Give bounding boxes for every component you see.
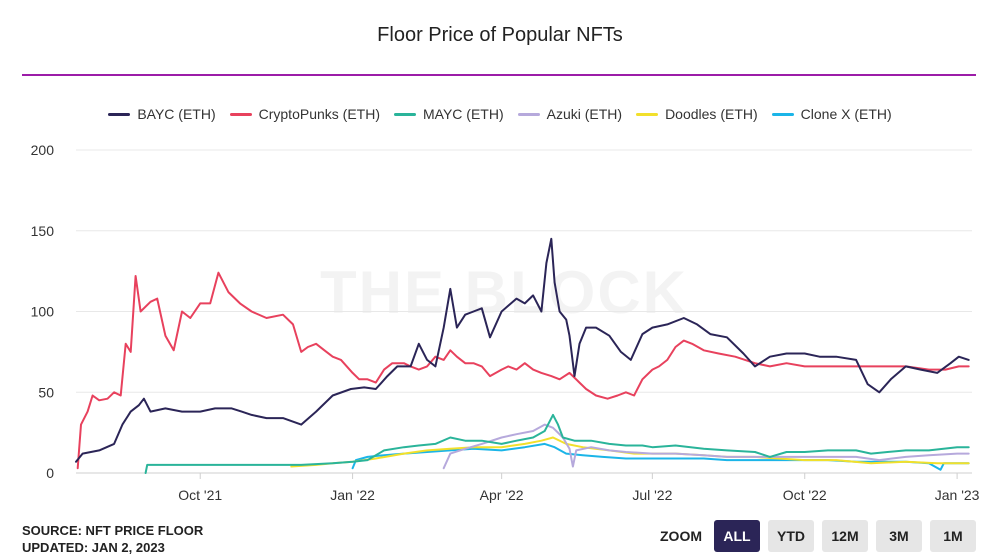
legend-label: BAYC (ETH) <box>137 106 216 122</box>
legend-item[interactable]: CryptoPunks (ETH) <box>229 106 380 122</box>
legend-swatch <box>108 112 131 116</box>
legend-swatch <box>517 112 540 116</box>
legend-item[interactable]: BAYC (ETH) <box>108 106 216 122</box>
series-line <box>144 413 970 474</box>
legend-label: Clone X (ETH) <box>800 106 892 122</box>
source-note: SOURCE: NFT PRICE FLOOR UPDATED: JAN 2, … <box>22 522 203 556</box>
series-line <box>76 271 970 470</box>
watermark: THE BLOCK <box>320 258 688 327</box>
updated-line: UPDATED: JAN 2, 2023 <box>22 540 165 555</box>
legend-item[interactable]: Azuki (ETH) <box>517 106 623 122</box>
legend-label: CryptoPunks (ETH) <box>258 106 380 122</box>
y-tick-label: 50 <box>38 384 54 400</box>
zoom-button-all[interactable]: ALL <box>714 520 760 552</box>
y-tick-label: 150 <box>31 223 55 239</box>
x-tick-label: Oct '21 <box>178 487 222 503</box>
zoom-button-12m[interactable]: 12M <box>822 520 868 552</box>
chart-title: Floor Price of Popular NFTs <box>377 24 623 46</box>
series-line <box>442 423 970 470</box>
x-tick-label: Jan '23 <box>935 487 980 503</box>
legend-label: Azuki (ETH) <box>546 106 623 122</box>
y-tick-label: 0 <box>46 465 54 481</box>
legend-label: Doodles (ETH) <box>665 106 758 122</box>
legend-swatch <box>393 112 416 116</box>
series-line <box>75 237 970 463</box>
y-tick-label: 200 <box>31 142 55 158</box>
legend-swatch <box>771 112 794 116</box>
zoom-button-ytd[interactable]: YTD <box>768 520 814 552</box>
series-line <box>290 436 970 468</box>
legend-label: MAYC (ETH) <box>422 106 504 122</box>
y-tick-label: 100 <box>31 304 55 320</box>
x-tick-label: Jul '22 <box>632 487 672 503</box>
series-line <box>351 442 970 471</box>
legend-swatch <box>636 112 659 116</box>
zoom-button-1m[interactable]: 1M <box>930 520 976 552</box>
x-tick-label: Oct '22 <box>783 487 827 503</box>
zoom-label: ZOOM <box>660 528 702 544</box>
x-tick-label: Apr '22 <box>480 487 524 503</box>
chart-legend: BAYC (ETH) CryptoPunks (ETH) MAYC (ETH) Azu… <box>0 106 1000 122</box>
legend-item[interactable]: MAYC (ETH) <box>393 106 504 122</box>
legend-item[interactable]: Clone X (ETH) <box>771 106 892 122</box>
legend-swatch <box>229 112 252 116</box>
title-divider <box>22 74 976 76</box>
zoom-button-3m[interactable]: 3M <box>876 520 922 552</box>
zoom-controls: ZOOM ALL YTD 12M 3M 1M <box>660 520 976 552</box>
source-line: SOURCE: NFT PRICE FLOOR <box>22 523 204 538</box>
x-tick-label: Jan '22 <box>330 487 375 503</box>
legend-item[interactable]: Doodles (ETH) <box>636 106 758 122</box>
